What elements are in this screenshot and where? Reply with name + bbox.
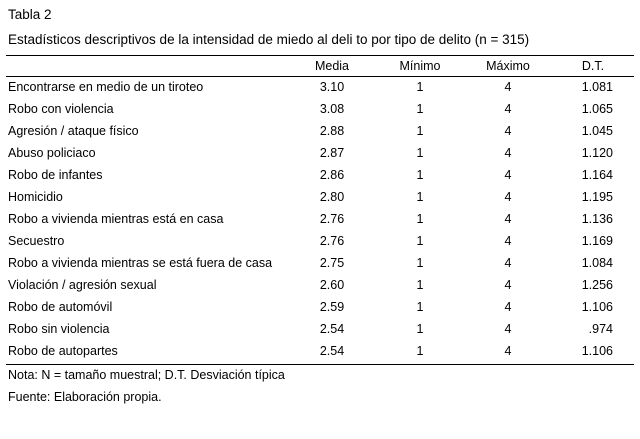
header-cell-dt: D.T. [581, 59, 605, 73]
table-title: Estadísticos descriptivos de la intensid… [8, 32, 530, 47]
minimo-cell: 1 [416, 322, 424, 336]
table-row: Homicidio 2.80 1 4 1.195 [6, 186, 634, 208]
table-row: Violación / agresión sexual 2.60 1 4 1.256 [6, 274, 634, 296]
table-number: Tabla 2 [8, 7, 52, 22]
table-source: Fuente: Elaboración propia. [8, 390, 162, 404]
table-row: Secuestro 2.76 1 4 1.169 [6, 230, 634, 252]
media-cell: 2.54 [319, 344, 345, 358]
header-cell-minimo: Mínimo [399, 59, 441, 73]
maximo-cell: 4 [504, 146, 512, 160]
row-label-cell: Agresión / ataque físico [8, 124, 139, 138]
media-cell: 3.08 [319, 102, 345, 116]
maximo-cell: 4 [504, 322, 512, 336]
media-cell: 2.75 [319, 256, 345, 270]
statistics-table: Media Mínimo Máximo D.T. Encontrarse en … [6, 56, 634, 362]
maximo-cell: 4 [504, 124, 512, 138]
minimo-cell: 1 [416, 146, 424, 160]
media-cell: 3.10 [319, 80, 345, 94]
dt-cell: 1.256 [581, 278, 613, 292]
dt-cell: 1.045 [581, 124, 613, 138]
row-label-cell: Robo de infantes [8, 168, 103, 182]
table-row: Robo de automóvil 2.59 1 4 1.106 [6, 296, 634, 318]
row-label-cell: Robo con violencia [8, 102, 114, 116]
maximo-cell: 4 [504, 102, 512, 116]
maximo-cell: 4 [504, 344, 512, 358]
table-body: Encontrarse en medio de un tiroteo 3.10 1 4… [6, 76, 634, 362]
maximo-cell: 4 [504, 234, 512, 248]
header-cell-media: Media [314, 59, 350, 73]
row-label-cell: Abuso policiaco [8, 146, 96, 160]
minimo-cell: 1 [416, 102, 424, 116]
media-cell: 2.59 [319, 300, 345, 314]
media-cell: 2.54 [319, 322, 345, 336]
media-cell: 2.76 [319, 212, 345, 226]
row-label-cell: Robo a vivienda mientras está en casa [8, 212, 224, 226]
minimo-cell: 1 [416, 300, 424, 314]
minimo-cell: 1 [416, 190, 424, 204]
media-cell: 2.76 [319, 234, 345, 248]
header-cell-maximo: Máximo [486, 59, 530, 73]
maximo-cell: 4 [504, 80, 512, 94]
media-cell: 2.86 [319, 168, 345, 182]
dt-cell: 1.169 [581, 234, 613, 248]
row-label-cell: Robo sin violencia [8, 322, 110, 336]
media-cell: 2.87 [319, 146, 345, 160]
dt-cell: 1.081 [581, 80, 613, 94]
minimo-cell: 1 [416, 256, 424, 270]
table-note: Nota: N = tamaño muestral; D.T. Desviaci… [8, 368, 285, 382]
table-header: Media Mínimo Máximo D.T. [6, 56, 634, 76]
minimo-cell: 1 [416, 278, 424, 292]
dt-cell: 1.136 [581, 212, 613, 226]
media-cell: 2.88 [319, 124, 345, 138]
table-row: Encontrarse en medio de un tiroteo 3.10 1 4… [6, 76, 634, 98]
minimo-cell: 1 [416, 234, 424, 248]
media-cell: 2.80 [319, 190, 345, 204]
table-row: Robo de autopartes 2.54 1 4 1.106 [6, 340, 634, 362]
media-cell: 2.60 [319, 278, 345, 292]
row-label-cell: Homicidio [8, 190, 63, 204]
table-row: Robo sin violencia 2.54 1 4 .974 [6, 318, 634, 340]
maximo-cell: 4 [504, 278, 512, 292]
row-label-cell: Robo de autopartes [8, 344, 118, 358]
dt-cell: .974 [588, 322, 613, 336]
dt-cell: 1.120 [581, 146, 613, 160]
maximo-cell: 4 [504, 190, 512, 204]
maximo-cell: 4 [504, 256, 512, 270]
minimo-cell: 1 [416, 124, 424, 138]
dt-cell: 1.164 [581, 168, 613, 182]
table-header-rule [6, 76, 634, 77]
dt-cell: 1.195 [581, 190, 613, 204]
table-row: Robo con violencia 3.08 1 4 1.065 [6, 98, 634, 120]
table-row: Robo a vivienda mientras está en casa 2.7… [6, 208, 634, 230]
table-row: Robo a vivienda mientras se está fuera d… [6, 252, 634, 274]
dt-cell: 1.106 [581, 344, 613, 358]
dt-cell: 1.084 [581, 256, 613, 270]
row-label-cell: Robo de automóvil [8, 300, 113, 314]
maximo-cell: 4 [504, 168, 512, 182]
dt-cell: 1.065 [581, 102, 613, 116]
table-top-rule [6, 55, 634, 56]
minimo-cell: 1 [416, 168, 424, 182]
row-label-cell: Encontrarse en medio de un tiroteo [8, 80, 204, 94]
row-label-cell: Violación / agresión sexual [8, 278, 157, 292]
table-row: Abuso policiaco 2.87 1 4 1.120 [6, 142, 634, 164]
row-label-cell: Secuestro [8, 234, 65, 248]
minimo-cell: 1 [416, 344, 424, 358]
row-label-cell: Robo a vivienda mientras se está fuera d… [8, 256, 273, 270]
table-row: Robo de infantes 2.86 1 4 1.164 [6, 164, 634, 186]
minimo-cell: 1 [416, 212, 424, 226]
header-cell-label [6, 56, 288, 76]
maximo-cell: 4 [504, 212, 512, 226]
table-bottom-rule [6, 364, 634, 365]
minimo-cell: 1 [416, 80, 424, 94]
table-row: Agresión / ataque físico 2.88 1 4 1.045 [6, 120, 634, 142]
header-row: Media Mínimo Máximo D.T. [6, 56, 634, 76]
dt-cell: 1.106 [581, 300, 613, 314]
maximo-cell: 4 [504, 300, 512, 314]
